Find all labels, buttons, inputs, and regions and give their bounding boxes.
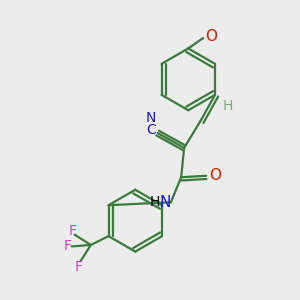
- Text: F: F: [63, 239, 71, 254]
- Text: N: N: [146, 111, 156, 125]
- Text: F: F: [75, 260, 83, 274]
- Text: H: H: [222, 99, 233, 113]
- Text: N: N: [160, 195, 171, 210]
- Text: H: H: [149, 195, 160, 209]
- Text: C: C: [146, 123, 156, 137]
- Text: F: F: [68, 224, 76, 238]
- Text: O: O: [206, 29, 218, 44]
- Text: O: O: [209, 168, 221, 183]
